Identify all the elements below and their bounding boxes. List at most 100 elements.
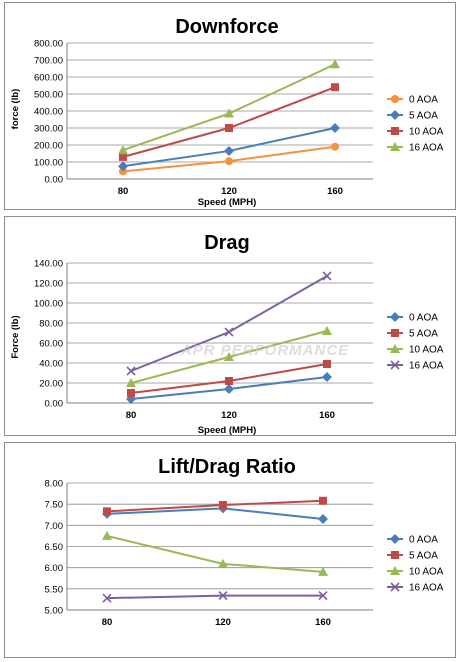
legend-label: 16 AOA (409, 143, 444, 154)
x-tick-label: 80 (118, 186, 129, 197)
data-point (331, 142, 339, 151)
x-tick-label: 80 (126, 410, 137, 421)
x-axis-title: Speed (MPH) (198, 197, 257, 208)
data-point (319, 496, 327, 505)
y-tick-label: 0.00 (45, 399, 64, 410)
data-point (218, 558, 228, 568)
series-line (106, 534, 324, 573)
x-tick-label: 160 (327, 186, 343, 197)
x-tick-label: 80 (102, 617, 113, 628)
chart-title: Downforce (175, 16, 278, 38)
y-tick-label: 300.00 (34, 124, 63, 135)
legend-marker (390, 534, 400, 544)
y-tick-label: 5.50 (45, 584, 64, 595)
y-axis-title: force (lb) (10, 89, 21, 130)
data-point (103, 507, 111, 516)
y-tick-label: 120.00 (34, 279, 63, 290)
data-point (330, 59, 340, 69)
downforce-chart-svg: Downforce force (lb) Speed (MPH) 0.00 100… (10, 16, 444, 208)
legend-label: 0 AOA (409, 95, 438, 106)
data-point (322, 271, 332, 281)
data-point (318, 591, 328, 601)
y-tick-label: 100.00 (34, 299, 63, 310)
legend-label: 0 AOA (409, 313, 438, 324)
y-tick-label: 7.50 (45, 500, 64, 511)
y-tick-label: 6.00 (45, 563, 64, 574)
chart-title: Lift/Drag Ratio (158, 456, 296, 478)
data-point (126, 366, 136, 376)
legend-label: 5 AOA (409, 329, 438, 340)
data-point (330, 123, 340, 133)
series-line (106, 594, 323, 600)
y-tick-label: 800.00 (34, 39, 63, 50)
data-point (102, 530, 112, 540)
y-tick-label: 40.00 (39, 359, 63, 370)
y-tick-label: 100.00 (34, 158, 63, 169)
y-tick-label: 700.00 (34, 56, 63, 67)
y-tick-label: 60.00 (39, 339, 63, 350)
downforce-chart: Downforce force (lb) Speed (MPH) 0.00 100… (4, 2, 456, 210)
data-point (331, 83, 339, 92)
y-tick-label: 7.00 (45, 521, 64, 532)
legend-label: 10 AOA (409, 127, 444, 138)
legend-marker (391, 127, 399, 135)
legend-label: 5 AOA (409, 551, 438, 562)
legend-label: 10 AOA (409, 567, 444, 578)
y-tick-label: 140.00 (34, 259, 63, 270)
data-point (225, 124, 233, 132)
data-point (224, 384, 234, 394)
y-axis-title: Force (lb) (10, 315, 21, 358)
y-tick-label: 20.00 (39, 379, 63, 390)
data-point (323, 360, 331, 368)
legend-label: 16 AOA (409, 583, 444, 594)
data-point (102, 593, 112, 603)
data-point (225, 377, 233, 385)
data-point (224, 145, 234, 156)
data-point (322, 372, 332, 382)
data-point (219, 501, 227, 510)
legend-marker (390, 344, 400, 353)
x-tick-label: 120 (221, 410, 237, 421)
data-point (119, 152, 127, 161)
y-tick-label: 600.00 (34, 73, 63, 84)
legend-marker (390, 360, 400, 370)
legend-marker (391, 551, 399, 559)
x-tick-label: 160 (315, 617, 331, 628)
legend-marker (390, 110, 400, 120)
data-point (225, 157, 233, 166)
data-point (224, 327, 234, 337)
drag-chart-svg: Drag Force (lb) Speed (MPH) 0.00 20.00 40.… (10, 232, 444, 436)
data-point (224, 352, 234, 361)
x-axis-title: Speed (MPH) (198, 425, 257, 436)
data-point (218, 591, 228, 601)
y-tick-label: 500.00 (34, 90, 63, 101)
data-point (127, 389, 135, 397)
drag-chart: Drag Force (lb) Speed (MPH) 0.00 20.00 40.… (4, 216, 456, 436)
data-point (224, 108, 234, 118)
legend-marker (391, 95, 399, 103)
y-tick-label: 80.00 (39, 319, 63, 330)
lift-drag-ratio-chart-svg: Lift/Drag Ratio 5.00 5.50 6.00 6.50 7.00 7.50… (45, 456, 444, 628)
data-point (118, 145, 128, 155)
legend-label: 16 AOA (409, 361, 444, 372)
legend-marker (390, 566, 400, 575)
data-point (322, 326, 332, 335)
legend-label: 0 AOA (409, 535, 438, 546)
x-tick-label: 120 (221, 186, 237, 197)
data-point (118, 161, 128, 172)
legend-marker (390, 142, 400, 151)
data-point (126, 378, 136, 387)
y-tick-label: 0.00 (45, 175, 64, 186)
y-tick-label: 8.00 (45, 479, 64, 490)
y-tick-label: 6.50 (45, 542, 64, 553)
legend-marker (390, 312, 400, 322)
data-point (119, 167, 127, 176)
legend-marker (390, 582, 400, 592)
data-point (318, 513, 328, 524)
x-tick-label: 120 (215, 617, 231, 628)
y-tick-label: 400.00 (34, 107, 63, 118)
legend-label: 10 AOA (409, 345, 444, 356)
legend-label: 5 AOA (409, 111, 438, 122)
y-tick-label: 200.00 (34, 141, 63, 152)
data-point (318, 566, 328, 576)
